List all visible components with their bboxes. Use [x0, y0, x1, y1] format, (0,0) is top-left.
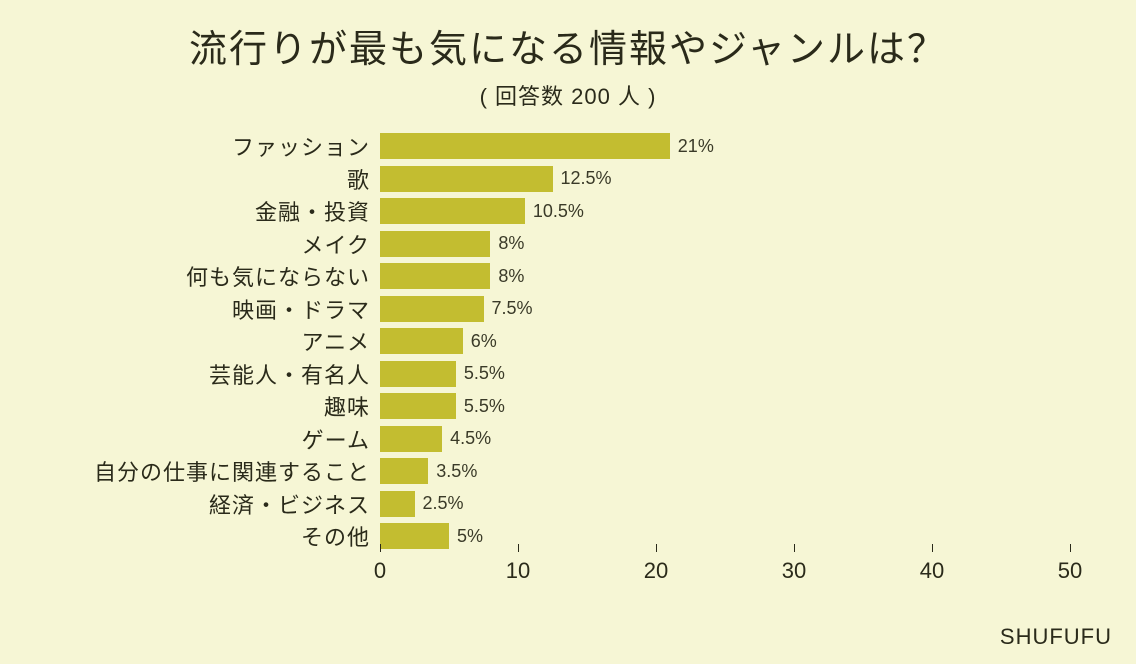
bar-track: 21% — [380, 130, 1070, 163]
bar-label: アニメ — [70, 325, 380, 357]
bar-track: 5.5% — [380, 358, 1070, 391]
bar-track: 2.5% — [380, 488, 1070, 521]
bar-row: 趣味 5.5% — [70, 390, 1070, 423]
bar-track: 6% — [380, 325, 1070, 358]
bar-value: 7.5% — [492, 298, 533, 319]
bar-label: 歌 — [70, 163, 380, 195]
bar-label: その他 — [70, 520, 380, 552]
bar-track: 8% — [380, 228, 1070, 261]
bar-fill — [380, 491, 415, 517]
bar-track: 4.5% — [380, 423, 1070, 456]
bar-label: ファッション — [70, 130, 380, 162]
bar-row: 何も気にならない 8% — [70, 260, 1070, 293]
x-tick-label: 40 — [920, 558, 944, 584]
bar-track: 5.5% — [380, 390, 1070, 423]
bar-track: 3.5% — [380, 455, 1070, 488]
bar-value: 6% — [471, 331, 497, 352]
bar-label: 金融・投資 — [70, 195, 380, 227]
bar-row: 映画・ドラマ 7.5% — [70, 293, 1070, 326]
bar-value: 21% — [678, 136, 714, 157]
bar-fill — [380, 328, 463, 354]
bar-fill — [380, 198, 525, 224]
bar-value: 5% — [457, 526, 483, 547]
chart-subtitle: ( 回答数 200 人 ) — [0, 79, 1136, 111]
bar-track: 10.5% — [380, 195, 1070, 228]
bar-track: 7.5% — [380, 293, 1070, 326]
bar-row: 経済・ビジネス 2.5% — [70, 488, 1070, 521]
bar-label: ゲーム — [70, 423, 380, 455]
bar-label: メイク — [70, 228, 380, 260]
bar-value: 8% — [498, 233, 524, 254]
bar-label: 自分の仕事に関連すること — [70, 455, 380, 487]
x-tick-label: 50 — [1058, 558, 1082, 584]
bar-fill — [380, 393, 456, 419]
x-tick-label: 10 — [506, 558, 530, 584]
bar-fill — [380, 426, 442, 452]
bar-row: ゲーム 4.5% — [70, 423, 1070, 456]
bar-value: 12.5% — [561, 168, 612, 189]
bar-value: 4.5% — [450, 428, 491, 449]
bar-label: 趣味 — [70, 390, 380, 422]
bar-row: 金融・投資 10.5% — [70, 195, 1070, 228]
bar-row: アニメ 6% — [70, 325, 1070, 358]
bar-value: 2.5% — [423, 493, 464, 514]
bar-label: 何も気にならない — [70, 260, 380, 292]
x-tick-label: 0 — [374, 558, 386, 584]
bar-track: 8% — [380, 260, 1070, 293]
x-tick-mark — [1070, 544, 1071, 552]
chart-area: ファッション 21% 歌 12.5% 金融・投資 10.5% メイク 8% 何も気にならない 8%… — [70, 130, 1070, 590]
bar-label: 芸能人・有名人 — [70, 358, 380, 390]
bar-row: その他 5% — [70, 520, 1070, 553]
x-tick-label: 30 — [782, 558, 806, 584]
bar-fill — [380, 458, 428, 484]
bar-fill — [380, 133, 670, 159]
bar-value: 8% — [498, 266, 524, 287]
bars-container: ファッション 21% 歌 12.5% 金融・投資 10.5% メイク 8% 何も気にならない 8%… — [70, 130, 1070, 553]
bar-fill — [380, 523, 449, 549]
bar-fill — [380, 361, 456, 387]
chart-title: 流行りが最も気になる情報やジャンルは？ — [0, 0, 1136, 73]
x-tick-label: 20 — [644, 558, 668, 584]
bar-row: ファッション 21% — [70, 130, 1070, 163]
bar-value: 5.5% — [464, 396, 505, 417]
bar-row: 歌 12.5% — [70, 163, 1070, 196]
bar-track: 12.5% — [380, 163, 1070, 196]
bar-label: 経済・ビジネス — [70, 488, 380, 520]
bar-fill — [380, 231, 490, 257]
bar-row: 芸能人・有名人 5.5% — [70, 358, 1070, 391]
bar-value: 3.5% — [436, 461, 477, 482]
bar-fill — [380, 166, 553, 192]
bar-value: 5.5% — [464, 363, 505, 384]
bar-value: 10.5% — [533, 201, 584, 222]
bar-label: 映画・ドラマ — [70, 293, 380, 325]
bar-fill — [380, 263, 490, 289]
bar-fill — [380, 296, 484, 322]
bar-track: 5% — [380, 520, 1070, 553]
bar-row: 自分の仕事に関連すること 3.5% — [70, 455, 1070, 488]
footer-credit: SHUFUFU — [1000, 624, 1112, 650]
bar-row: メイク 8% — [70, 228, 1070, 261]
